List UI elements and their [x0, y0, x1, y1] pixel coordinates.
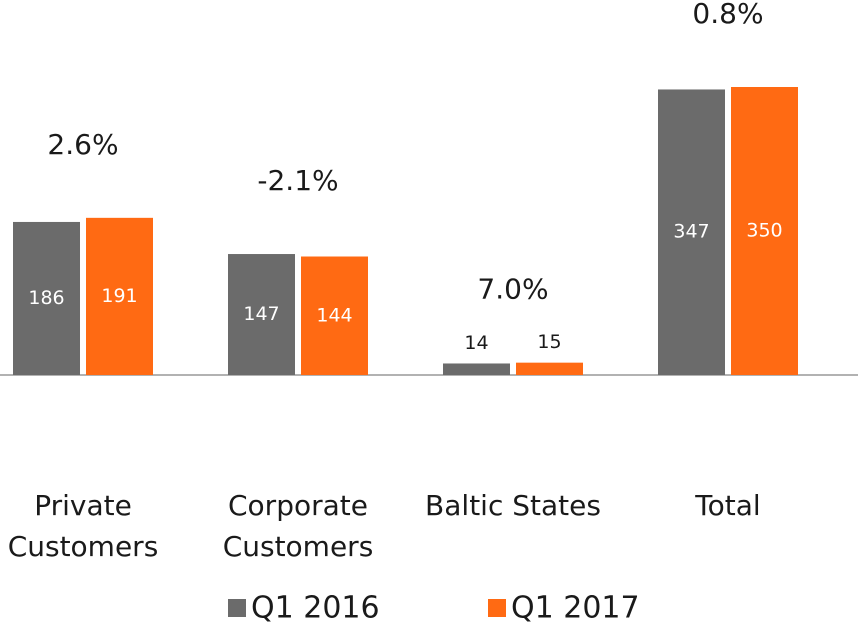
bar	[731, 87, 798, 375]
x-tick-label-line: Corporate	[228, 489, 368, 522]
x-tick-label-line: Private	[34, 489, 132, 522]
legend-swatch	[228, 599, 246, 617]
legend-label: Q1 2016	[251, 591, 380, 625]
value-label: 144	[316, 304, 352, 326]
change-label: 0.8%	[692, 0, 763, 30]
x-tick-label-line: Customers	[223, 530, 374, 563]
value-label: 15	[537, 331, 561, 353]
value-label: 186	[28, 287, 64, 309]
legend-swatch	[488, 599, 506, 617]
x-tick-label-line: Customers	[8, 530, 159, 563]
change-label: -2.1%	[257, 164, 338, 197]
bar	[658, 89, 725, 376]
value-label: 147	[243, 303, 279, 325]
value-label: 191	[101, 285, 137, 307]
bar	[13, 221, 80, 375]
bar	[516, 362, 583, 375]
legend-label: Q1 2017	[511, 591, 640, 625]
bar	[86, 217, 153, 375]
bar	[301, 256, 368, 375]
value-label: 347	[673, 221, 709, 243]
x-tick-label: Total	[694, 489, 760, 522]
x-tick-label: Private Customers	[8, 489, 159, 563]
change-label: 7.0%	[477, 273, 548, 306]
value-label: 14	[464, 332, 488, 354]
x-tick-label: Baltic States	[425, 489, 601, 522]
value-label: 350	[746, 220, 782, 242]
x-tick-label: Corporate Customers	[223, 489, 374, 563]
change-label: 2.6%	[47, 128, 118, 161]
bar	[443, 363, 510, 375]
bar	[228, 254, 295, 375]
